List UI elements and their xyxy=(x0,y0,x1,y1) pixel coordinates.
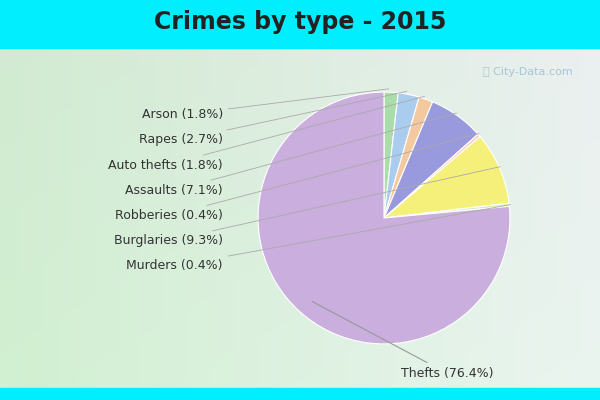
Text: Murders (0.4%): Murders (0.4%) xyxy=(127,205,510,272)
Text: ⓘ City-Data.com: ⓘ City-Data.com xyxy=(483,67,573,77)
Wedge shape xyxy=(384,102,478,218)
Text: Auto thefts (1.8%): Auto thefts (1.8%) xyxy=(108,96,424,172)
Wedge shape xyxy=(384,134,480,218)
Wedge shape xyxy=(384,92,398,218)
Text: Assaults (7.1%): Assaults (7.1%) xyxy=(125,113,457,197)
Wedge shape xyxy=(258,92,510,344)
Text: Arson (1.8%): Arson (1.8%) xyxy=(142,89,389,121)
Bar xyxy=(0,388,600,400)
Text: Thefts (76.4%): Thefts (76.4%) xyxy=(312,302,493,380)
Wedge shape xyxy=(384,97,433,218)
Text: Crimes by type - 2015: Crimes by type - 2015 xyxy=(154,10,446,34)
Bar xyxy=(0,0,600,48)
Wedge shape xyxy=(384,203,509,218)
Text: Rapes (2.7%): Rapes (2.7%) xyxy=(139,92,407,146)
Text: Burglaries (9.3%): Burglaries (9.3%) xyxy=(114,167,500,247)
Text: Robberies (0.4%): Robberies (0.4%) xyxy=(115,134,479,222)
Wedge shape xyxy=(384,137,509,218)
Wedge shape xyxy=(384,93,419,218)
